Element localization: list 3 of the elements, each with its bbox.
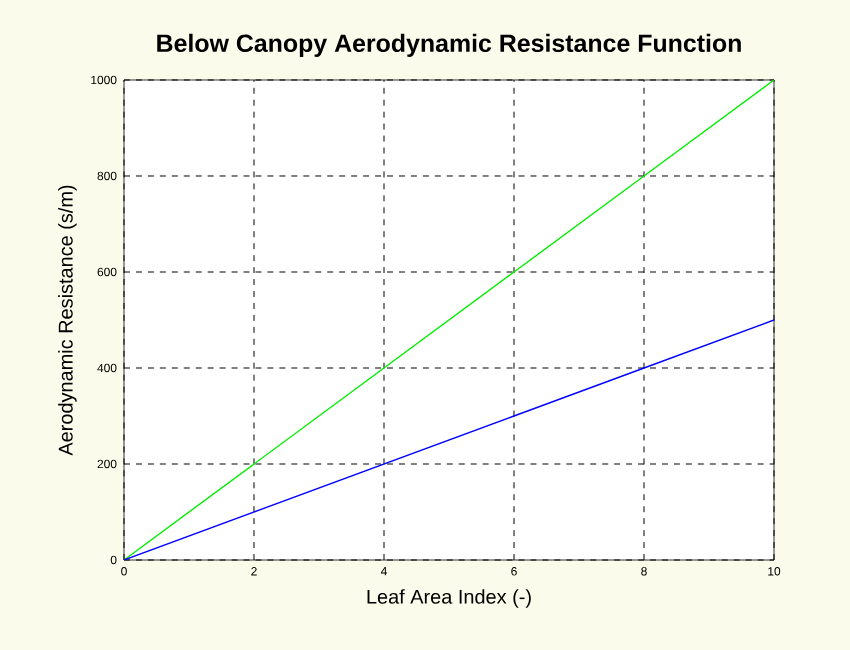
chart-title: Below Canopy Aerodynamic Resistance Function bbox=[157, 33, 741, 57]
y-axis-title: Aerodynamic Resistance (s/m) bbox=[58, 185, 77, 456]
x-axis-title: Leaf Area Index (-) bbox=[367, 589, 531, 608]
